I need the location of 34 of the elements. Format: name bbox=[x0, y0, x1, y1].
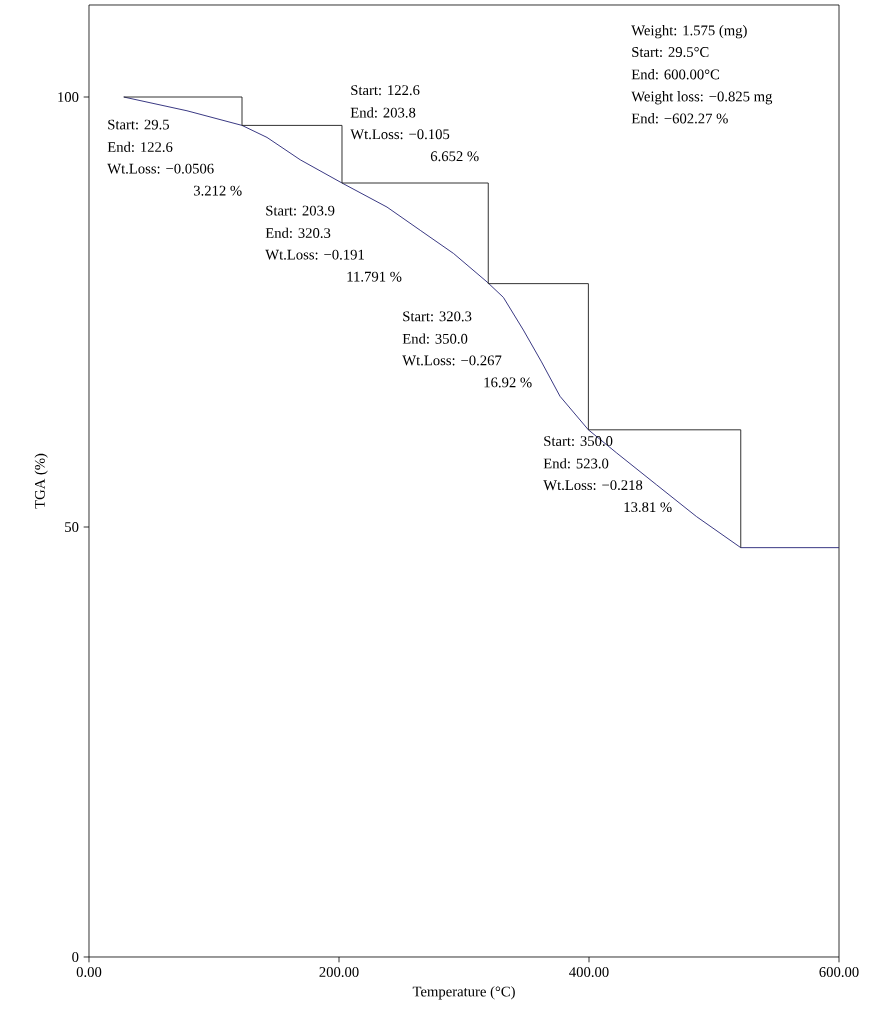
annotation: Start: 29.5°C bbox=[632, 47, 709, 58]
annotation: Start: 203.9 bbox=[266, 205, 335, 216]
annotation: Start: 350.0 bbox=[544, 436, 613, 447]
annotation: End: 122.6 bbox=[107, 141, 173, 153]
y-tick-label: 100 bbox=[58, 92, 79, 102]
annotation: End: −602.27 % bbox=[631, 113, 728, 124]
annotation: 13.81 % bbox=[624, 502, 672, 513]
annotation: 6.652 % bbox=[430, 151, 479, 162]
x-tick-label: 400.00 bbox=[569, 967, 609, 978]
annotation: 3.212 % bbox=[193, 185, 242, 196]
annotation: Start: 122.6 bbox=[351, 85, 420, 96]
x-tick-label: 200.00 bbox=[319, 967, 359, 978]
annotation: Wt.Loss: −0.105 bbox=[350, 129, 450, 140]
annotation: 16.92 % bbox=[484, 377, 532, 388]
y-tick-label: 0 bbox=[72, 952, 79, 962]
y-axis-title: TGA (%) bbox=[34, 453, 48, 509]
annotation: Wt.Loss: −0.0506 bbox=[107, 163, 214, 174]
annotation: End: 203.8 bbox=[350, 107, 416, 118]
annotation: Wt.Loss: −0.191 bbox=[265, 249, 364, 260]
annotation: Wt.Loss: −0.218 bbox=[543, 480, 643, 491]
y-tick-label: 50 bbox=[65, 522, 79, 532]
annotation: 11.791 % bbox=[347, 271, 402, 282]
annotation: End: 600.00°C bbox=[631, 69, 720, 80]
annotation: Start: 29.5 bbox=[108, 119, 170, 130]
annotation: End: 350.0 bbox=[402, 333, 468, 344]
annotation: Weight loss: −0.825 mg bbox=[631, 91, 773, 105]
annotation: Start: 320.3 bbox=[403, 311, 472, 322]
x-tick-label: 0.00 bbox=[76, 967, 102, 978]
annotation: End: 320.3 bbox=[265, 227, 331, 239]
x-axis-title: Temperature (°C) bbox=[412, 986, 515, 1000]
annotation: Wt.Loss: −0.267 bbox=[402, 355, 502, 366]
annotation: Weight: 1.575 (mg) bbox=[631, 25, 747, 39]
x-tick-label: 600.00 bbox=[819, 967, 859, 978]
annotation: End: 523.0 bbox=[543, 458, 609, 469]
